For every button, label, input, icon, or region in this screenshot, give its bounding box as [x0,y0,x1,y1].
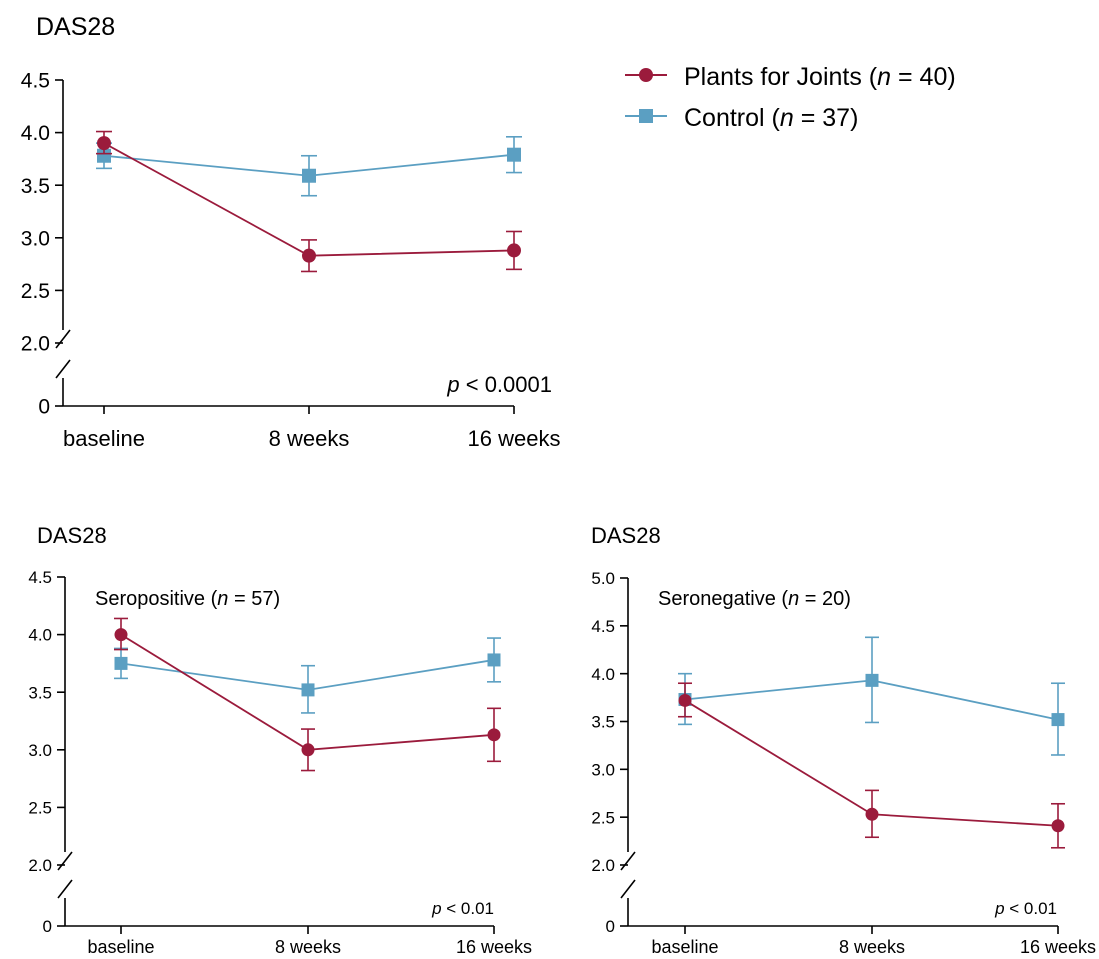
data-point-plants [487,728,501,742]
data-point-plants [302,248,316,263]
data-point-plants [865,807,879,821]
y-tick-label: 3.0 [21,227,50,250]
legend: Plants for Joints (n = 40) Control (n = … [625,63,956,132]
legend-item-control: Control (n = 37) [625,104,858,132]
x-tick-label: baseline [651,937,718,957]
p-value: p < 0.0001 [446,372,552,397]
y-tick-label: 2.0 [21,333,50,356]
y-tick-label: 4.0 [28,626,52,645]
series-control [96,136,522,197]
y-tick-label: 5.0 [591,569,615,588]
y-tick-label: 3.0 [591,760,615,779]
series-control [114,637,501,714]
axis-break-mark [620,851,636,871]
y-tick-label: 4.0 [591,665,615,684]
y-tick-label: 4.5 [591,617,615,636]
data-point-control [301,683,315,697]
series-plants [678,682,1065,849]
axis-break-mark [55,359,71,379]
data-point-control [1051,713,1065,727]
x-tick-label: 8 weeks [269,426,350,451]
y-tick-label: 2.5 [591,808,615,827]
legend-plants-marker [639,68,653,82]
y-axis-title: DAS28 [591,523,661,548]
data-point-plants [301,743,315,757]
panel-label: Seropositive (n = 57) [95,588,280,610]
p-value: p < 0.01 [994,899,1057,918]
y-tick-label: 2.5 [28,799,52,818]
legend-control-label: Control (n = 37) [684,104,858,132]
chart-panels: DAS28 0 2.0 2.5 3.0 3.5 4.0 4.5 baseline 8 weeks 1… [21,13,1096,957]
legend-plants-label: Plants for Joints (n = 40) [684,63,956,91]
y-tick-label: 0 [43,917,52,936]
series-plants [96,130,522,273]
x-tick-label: 16 weeks [468,426,561,451]
data-point-control [302,168,316,183]
series-control [678,636,1065,756]
y-axis-title: DAS28 [37,523,107,548]
axis-break-mark [55,329,71,349]
data-point-control [865,673,879,687]
x-tick-label: 16 weeks [1020,937,1096,957]
legend-item-plants: Plants for Joints (n = 40) [625,63,956,91]
series-plants [114,617,501,772]
data-point-plants [678,693,692,707]
chart-panel-1: DAS28 0 2.0 2.5 3.0 3.5 4.0 4.5 baseline 8 weeks 1… [21,13,561,451]
chart-panel-3: DAS28 0 2.0 2.5 3.0 3.5 4.0 4.5 5.0 baseline 8 wee… [591,523,1096,957]
legend-control-marker [639,109,653,123]
y-axis-title: DAS28 [36,13,115,41]
data-point-control [487,653,501,667]
data-point-plants [97,136,111,151]
panel-label: Seronegative (n = 20) [658,588,851,610]
y-tick-label: 2.0 [591,856,615,875]
y-tick-label: 3.5 [591,713,615,732]
x-tick-label: baseline [63,426,145,451]
axis-break-mark [57,879,73,899]
data-point-plants [507,243,521,258]
p-value: p < 0.01 [431,899,494,918]
data-point-control [97,148,111,163]
y-tick-label: 4.5 [21,70,50,93]
y-tick-label: 3.0 [28,741,52,760]
axis-break-mark [620,879,636,899]
y-tick-label: 3.5 [28,683,52,702]
x-tick-label: baseline [87,937,154,957]
data-point-control [507,147,521,162]
y-tick-label: 3.5 [21,175,50,198]
axis-break-mark [57,851,73,871]
y-tick-label: 4.0 [21,122,50,145]
y-tick-label: 2.5 [21,280,50,303]
y-tick-label: 0 [38,396,50,419]
x-tick-label: 8 weeks [275,937,341,957]
x-tick-label: 16 weeks [456,937,532,957]
y-tick-label: 0 [606,917,615,936]
chart-panel-2: DAS28 0 2.0 2.5 3.0 3.5 4.0 4.5 baseline 8 weeks 1… [28,523,532,957]
y-tick-label: 4.5 [28,568,52,587]
data-point-plants [114,628,128,642]
x-tick-label: 8 weeks [839,937,905,957]
y-tick-label: 2.0 [28,856,52,875]
data-point-plants [1051,819,1065,833]
data-point-control [114,656,128,670]
